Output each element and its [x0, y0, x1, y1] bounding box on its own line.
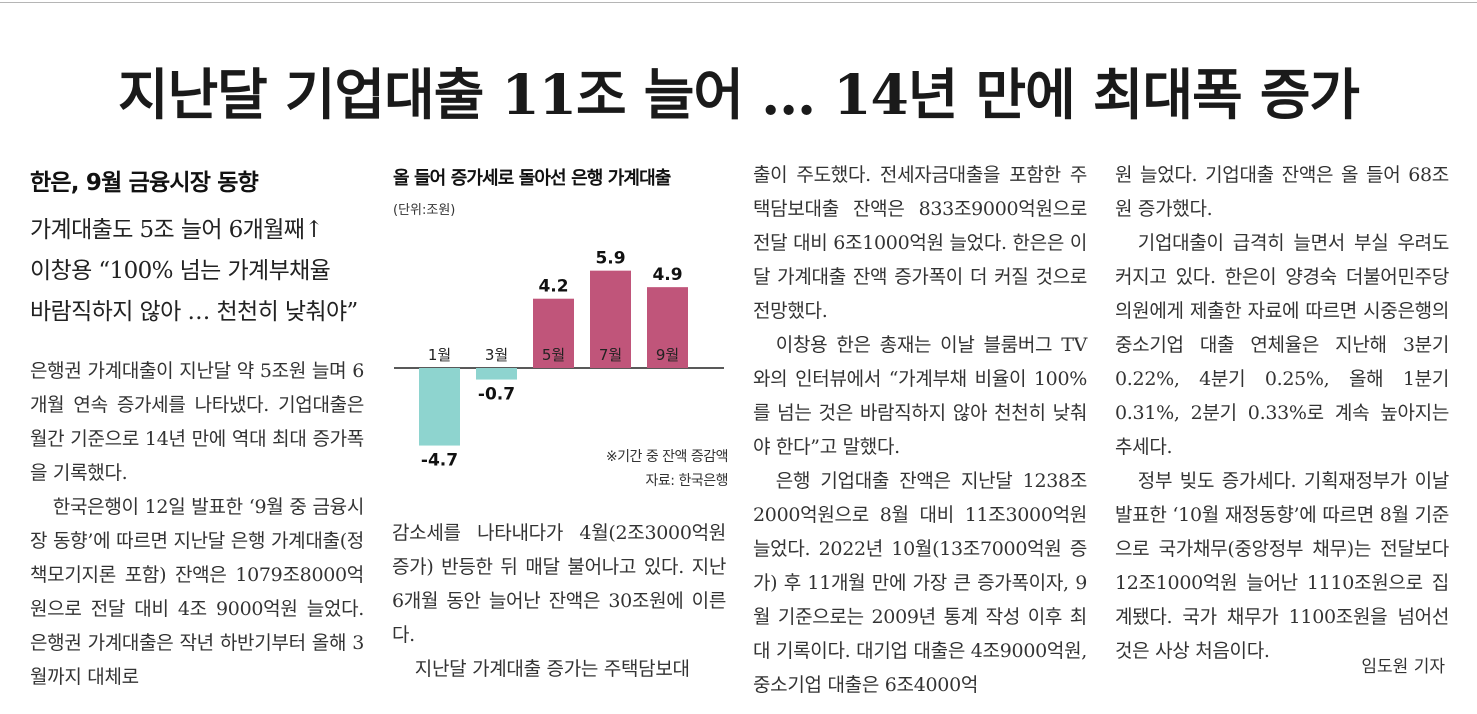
paragraph: 정부 빚도 증가세다. 기획재정부가 이날 발표한 ‘10월 재정동향’에 따르…	[1115, 470, 1449, 662]
paragraph: 기업대출이 급격히 늘면서 부실 우려도 커지고 있다. 한은이 양경숙 더불어…	[1115, 232, 1449, 458]
chart-value-label: 5.9	[595, 249, 625, 269]
article-column-4: 원 늘었다. 기업대출 잔액은 올 들어 68조원 증가했다. 기업대출이 급격…	[1115, 158, 1449, 668]
chart-footnote: ※기간 중 잔액 증감액 자료: 한국은행	[605, 445, 729, 493]
chart-value-label: -0.7	[478, 385, 515, 405]
chart-category-label: 1월	[428, 346, 451, 364]
deck-subtitle: 가계대출도 5조 늘어 6개월째↑ 이창용 “100% 넘는 가계부채율 바람직…	[30, 210, 358, 333]
paragraph: 감소세를 나타내다가 4월(2조3000억원 증가) 반등한 뒤 매달 불어나고…	[392, 522, 726, 646]
deck-line: 바람직하지 않아 … 천천히 낮춰야”	[30, 299, 358, 325]
article-column-2: 감소세를 나타내다가 4월(2조3000억원 증가) 반등한 뒤 매달 불어나고…	[392, 516, 726, 686]
paragraph: 은행 기업대출 잔액은 지난달 1238조2000억원으로 8월 대비 11조3…	[753, 470, 1087, 696]
paragraph: 은행권 가계대출이 지난달 약 5조원 늘며 6개월 연속 증가세를 나타냈다.…	[30, 360, 364, 484]
chart-bar	[476, 368, 517, 380]
paragraph: 한국은행이 12일 발표한 ‘9월 중 금융시장 동향’에 따르면 지난달 은행…	[30, 496, 364, 688]
paragraph: 원 늘었다. 기업대출 잔액은 올 들어 68조원 증가했다.	[1115, 164, 1449, 220]
chart-value-label: 4.9	[652, 265, 682, 285]
section-subtitle: 한은, 9월 금융시장 동향	[30, 170, 259, 196]
chart-category-label: 3월	[485, 346, 508, 364]
chart-bar	[533, 298, 574, 368]
headline: 지난달 기업대출 11조 늘어 … 14년 만에 최대폭 증가	[117, 62, 1360, 127]
paragraph: 이창용 한은 총재는 이날 블룸버그 TV와의 인터뷰에서 “가계부채 비율이 …	[753, 334, 1087, 458]
paragraph: 출이 주도했다. 전세자금대출을 포함한 주택담보대출 잔액은 833조9000…	[753, 164, 1087, 322]
paragraph: 지난달 가계대출 증가는 주택담보대	[414, 658, 690, 680]
chart-category-label: 5월	[542, 346, 565, 364]
chart-bar	[590, 270, 631, 368]
article-column-3: 출이 주도했다. 전세자금대출을 포함한 주택담보대출 잔액은 833조9000…	[753, 158, 1087, 702]
chart-note: ※기간 중 잔액 증감액	[605, 449, 729, 465]
deck-line: 가계대출도 5조 늘어 6개월째↑	[30, 217, 324, 243]
top-rule	[0, 2, 1477, 3]
byline: 임도원 기자	[1361, 657, 1445, 677]
chart-category-label: 9월	[656, 346, 679, 364]
chart-category-label: 7월	[599, 346, 622, 364]
chart-plot: -4.7 1월 -0.7 3월 4.2 5월 5.9 7월 4.9 9월	[394, 249, 724, 471]
chart-bar	[647, 287, 688, 368]
article-column-1: 은행권 가계대출이 지난달 약 5조원 늘며 6개월 연속 증가세를 나타냈다.…	[30, 354, 364, 694]
chart-value-label: 4.2	[538, 277, 568, 297]
chart-unit: (단위:조원)	[393, 203, 456, 218]
chart-source: 자료: 한국은행	[645, 473, 729, 489]
chart-title: 올 들어 증가세로 돌아선 은행 가계대출	[393, 168, 671, 189]
bar-chart: 올 들어 증가세로 돌아선 은행 가계대출 (단위:조원) -4.7 1월 -0.7…	[390, 160, 730, 500]
chart-value-label: -4.7	[421, 451, 458, 471]
deck-line: 이창용 “100% 넘는 가계부채율	[30, 258, 331, 284]
chart-bar	[419, 368, 460, 446]
